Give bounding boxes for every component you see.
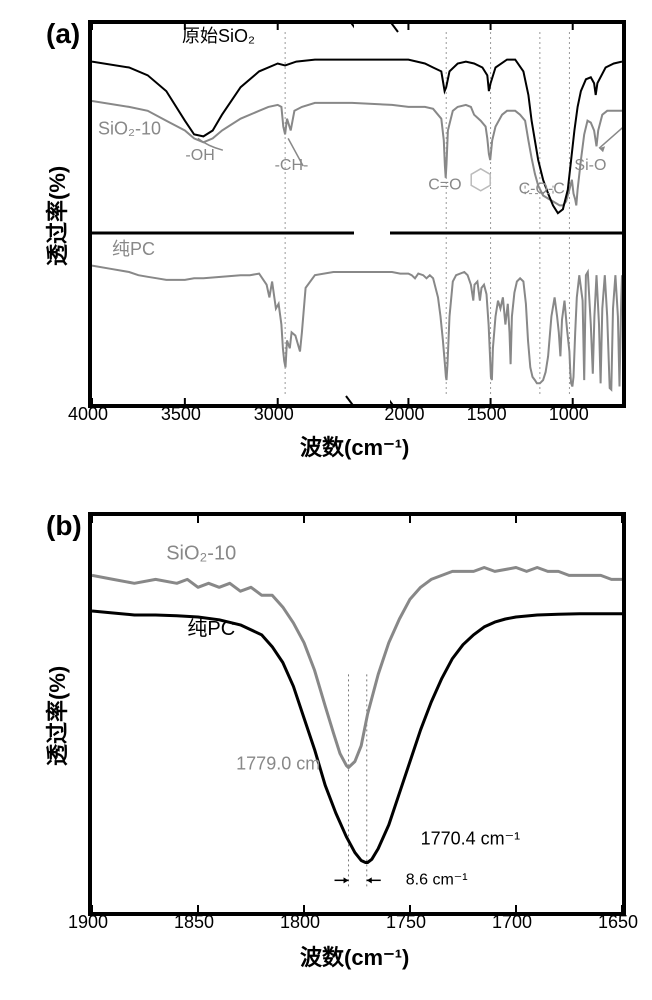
tick: 2000 [384,404,424,425]
svg-text:1770.4 cm⁻¹: 1770.4 cm⁻¹ [421,829,521,849]
page: (a) 原始SiO₂SiO₂-10纯PC-OH-CH-C=OC-O-CSi-O … [0,0,652,1000]
tick: 3500 [161,404,201,425]
panel-b: SiO₂-10 纯PC 1779.0 cm 1770.4 cm⁻¹ 8.6 cm⁻¹ [88,512,626,916]
tick: 1850 [174,912,214,933]
tick: 1700 [492,912,532,933]
panel-b-ylabel: 透过率(%) [40,666,72,766]
svg-text:SiO₂-10: SiO₂-10 [166,543,236,565]
svg-text:原始SiO₂: 原始SiO₂ [182,26,255,46]
tick: 1800 [280,912,320,933]
svg-text:纯PC: 纯PC [112,239,155,259]
svg-text:SiO₂-10: SiO₂-10 [98,118,161,138]
panel-a-svg: 原始SiO₂SiO₂-10纯PC-OH-CH-C=OC-O-CSi-O [92,24,622,404]
panel-a: 原始SiO₂SiO₂-10纯PC-OH-CH-C=OC-O-CSi-O [88,20,626,408]
tick: 1650 [598,912,638,933]
panel-b-xlabel: 波数(cm⁻¹) [300,940,409,972]
svg-text:纯PC: 纯PC [187,617,235,640]
tick: 1900 [68,912,108,933]
tick: 4000 [68,404,108,425]
svg-text:8.6 cm⁻¹: 8.6 cm⁻¹ [406,871,468,888]
svg-text:1779.0 cm: 1779.0 cm [236,753,320,773]
svg-text:Si-O: Si-O [574,157,606,174]
tick: 3000 [254,404,294,425]
tick: 1750 [386,912,426,933]
svg-text:-OH: -OH [185,147,214,164]
panel-b-corner: (b) [46,510,82,542]
tick: 1000 [549,404,589,425]
panel-a-ylabel: 透过率(%) [40,166,72,266]
svg-text:C-O-C: C-O-C [519,181,565,198]
panel-a-xlabel: 波数(cm⁻¹) [300,430,409,462]
panel-b-svg: SiO₂-10 纯PC 1779.0 cm 1770.4 cm⁻¹ 8.6 cm⁻¹ [92,516,622,912]
panel-a-corner: (a) [46,18,80,50]
tick: 1500 [467,404,507,425]
svg-text:C=O: C=O [428,177,461,194]
